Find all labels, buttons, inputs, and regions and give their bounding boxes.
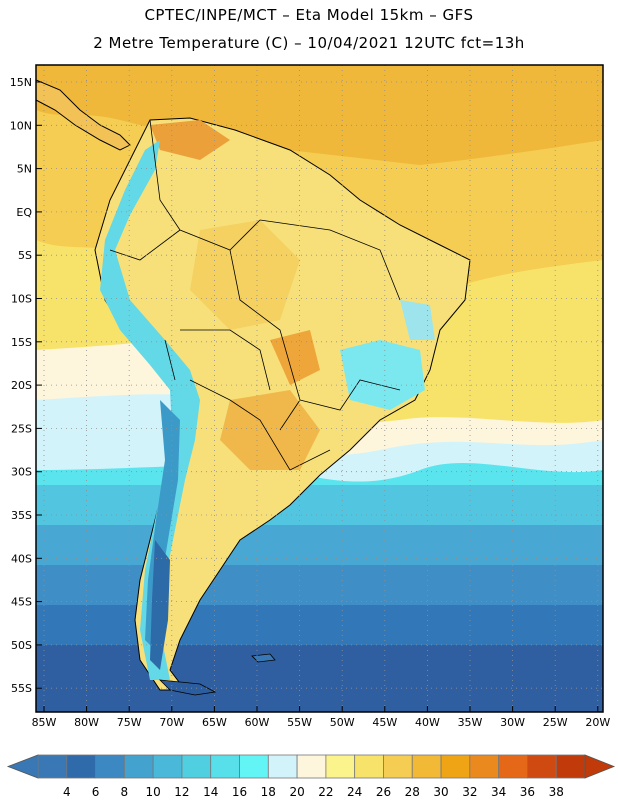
colorbar-swatch — [527, 754, 557, 779]
lon-label: 60W — [245, 716, 270, 729]
colorbar-swatch — [239, 754, 269, 779]
lat-label: 10S — [11, 293, 32, 306]
colorbar-label: 28 — [405, 785, 420, 799]
colorbar-swatch — [440, 754, 471, 779]
lon-label: 30W — [500, 716, 525, 729]
lon-label: 80W — [74, 716, 99, 729]
colorbar-label: 8 — [121, 785, 129, 799]
colorbar-low-arrow — [6, 754, 39, 779]
lon-label: 75W — [117, 716, 142, 729]
falkland-islands — [251, 653, 276, 663]
lon-label: 35W — [458, 716, 483, 729]
colorbar-swatch — [498, 754, 528, 779]
colorbar-swatch — [152, 754, 183, 779]
colorbar-label: 26 — [376, 785, 391, 799]
longitude-labels: 85W 80W 75W 70W 65W 60W 55W 50W 45W 40W 35W 30W 25W 2… — [32, 706, 610, 729]
lat-label: 50S — [11, 639, 32, 652]
lat-label: 35S — [11, 509, 32, 522]
colorbar-high-arrow — [584, 754, 616, 779]
colorbar-label: 6 — [92, 785, 100, 799]
lon-label: 85W — [32, 716, 57, 729]
lat-label: 15N — [10, 76, 32, 89]
colorbar-swatch — [469, 754, 500, 779]
colorbar-swatch — [267, 754, 298, 779]
title-line-1: CPTEC/INPE/MCT – Eta Model 15km – GFS — [144, 6, 474, 24]
lon-label: 65W — [202, 716, 227, 729]
country-borders — [109, 119, 401, 471]
colorbar-swatch — [555, 754, 586, 779]
colorbar-label: 14 — [203, 785, 218, 799]
colorbar-swatch — [411, 754, 442, 779]
colorbar-labels: 4 6 8 10 12 14 16 18 20 22 24 26 28 30 32 34 36 38 — [63, 785, 564, 799]
lat-label: 55S — [11, 682, 32, 695]
colorbar-label: 4 — [63, 785, 71, 799]
lat-label: 45S — [11, 596, 32, 609]
lat-label: 30S — [11, 466, 32, 479]
lon-label: 20W — [585, 716, 610, 729]
lat-label: 20S — [11, 379, 32, 392]
colorbar-label: 20 — [289, 785, 304, 799]
lat-label: 25S — [11, 422, 32, 435]
colorbar-label: 12 — [174, 785, 189, 799]
lon-label: 40W — [415, 716, 440, 729]
colorbar-swatch — [210, 754, 240, 779]
lat-label: 5S — [18, 249, 32, 262]
map-frame — [35, 64, 604, 713]
colorbar-swatch — [123, 754, 154, 779]
colorbar-label: 10 — [146, 785, 161, 799]
colorbar-swatch — [383, 754, 413, 779]
colorbar-swatch — [37, 754, 68, 779]
tierra-del-fuego — [158, 679, 217, 696]
lon-label: 25W — [543, 716, 568, 729]
lon-label: 70W — [159, 716, 184, 729]
colorbar-swatch — [296, 754, 327, 779]
lat-label: EQ — [16, 206, 32, 219]
latitude-labels: 15N 10N 5N EQ 5S 10S 15S 20S 25S 30S 35S 40S 45S 50S 5… — [10, 76, 42, 695]
colorbar-label: 38 — [549, 785, 564, 799]
colorbar-swatch — [354, 754, 384, 779]
colorbar-label: 22 — [318, 785, 333, 799]
colorbar-label: 30 — [433, 785, 448, 799]
colorbar — [6, 754, 616, 779]
colorbar-label: 18 — [261, 785, 276, 799]
colorbar-label: 16 — [232, 785, 247, 799]
central-america — [36, 79, 131, 151]
colorbar-label: 36 — [520, 785, 535, 799]
colorbar-swatch — [66, 754, 96, 779]
title-line-2: 2 Metre Temperature (C) – 10/04/2021 12U… — [93, 34, 525, 52]
lat-label: 40S — [11, 552, 32, 565]
lat-label: 15S — [11, 336, 32, 349]
colorbar-swatch — [325, 754, 356, 779]
colorbar-label: 24 — [347, 785, 362, 799]
colorbar-swatch — [181, 754, 212, 779]
colorbar-swatch — [95, 754, 125, 779]
lon-label: 45W — [372, 716, 397, 729]
colorbar-label: 34 — [491, 785, 506, 799]
lat-label: 5N — [17, 163, 32, 176]
lat-label: 10N — [10, 119, 32, 132]
colorbar-label: 32 — [462, 785, 477, 799]
lon-label: 50W — [330, 716, 355, 729]
lon-label: 55W — [287, 716, 312, 729]
